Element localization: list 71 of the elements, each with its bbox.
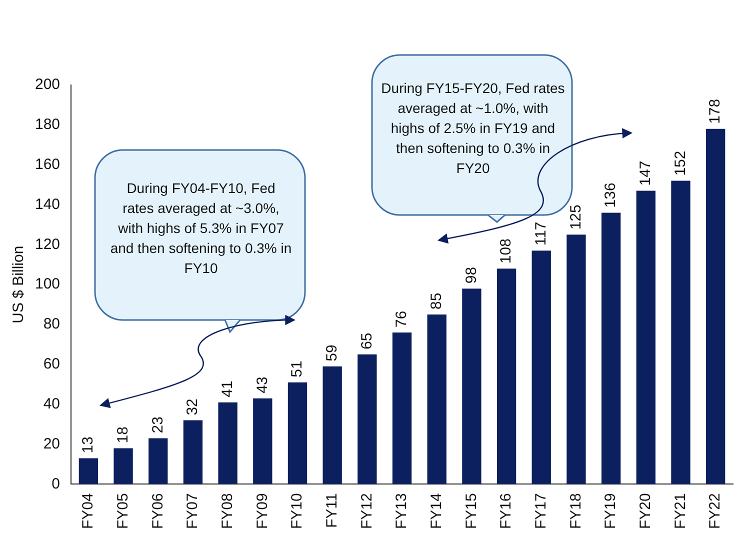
bar xyxy=(392,332,412,484)
data-label: 76 xyxy=(393,310,410,328)
bar xyxy=(496,268,516,484)
data-label: 32 xyxy=(184,398,202,416)
bar xyxy=(636,190,656,484)
data-label: 117 xyxy=(532,222,550,246)
x-tick-label: FY07 xyxy=(184,493,202,530)
y-tick-label: 80 xyxy=(43,316,60,333)
data-label: 18 xyxy=(114,426,132,444)
bar xyxy=(671,180,690,484)
bar xyxy=(218,402,238,484)
bar xyxy=(566,234,586,484)
bar xyxy=(148,438,168,484)
data-label: 136 xyxy=(602,182,620,208)
y-tick-label: 180 xyxy=(34,116,60,134)
annotation: During FY15-FY20, Fed rates averaged at ~1.0%, with highs of 2.5% in FY19 and then softening to 0.3% in FY20 xyxy=(380,79,566,178)
y-tick-label: 120 xyxy=(34,236,60,253)
bar xyxy=(427,314,446,484)
x-tick-label: FY21 xyxy=(672,493,689,530)
x-tick-label: FY18 xyxy=(567,493,584,530)
y-tick-label: 200 xyxy=(34,76,60,94)
y-tick-label: 40 xyxy=(43,395,60,412)
y-tick-label: 60 xyxy=(43,356,60,373)
x-tick-label: FY05 xyxy=(114,493,132,530)
data-label: 41 xyxy=(218,380,236,398)
data-label: 125 xyxy=(567,204,584,230)
x-tick-label: FY19 xyxy=(602,493,620,530)
x-tick-label: FY15 xyxy=(462,493,480,530)
y-tick-label: 20 xyxy=(43,435,60,452)
annotation: During FY04-FY10, Fed rates averaged at ~3.0%, with highs of 5.3% in FY07 and then softening to 0.3% in FY10 xyxy=(110,179,292,278)
y-axis-title: US $ Billion xyxy=(10,246,28,324)
x-tick-label: FY10 xyxy=(288,493,306,530)
bar xyxy=(253,398,272,484)
x-tick-label: FY12 xyxy=(358,493,376,530)
x-tick-label: FY20 xyxy=(637,493,654,530)
bar xyxy=(532,250,551,484)
data-label: 108 xyxy=(498,238,515,264)
y-tick-label: 0 xyxy=(52,475,60,492)
data-label: 152 xyxy=(672,150,689,176)
data-label: 98 xyxy=(462,266,480,284)
bar xyxy=(706,128,726,484)
x-tick-label: FY04 xyxy=(80,493,97,530)
x-tick-label: FY17 xyxy=(532,493,550,530)
y-tick-label: 140 xyxy=(34,196,60,213)
bar xyxy=(183,420,203,484)
x-tick-label: FY22 xyxy=(706,493,724,530)
x-tick-label: FY14 xyxy=(428,493,445,530)
x-tick-label: FY13 xyxy=(393,493,410,530)
x-tick-label: FY06 xyxy=(149,493,166,530)
bar xyxy=(78,458,98,484)
y-tick-label: 100 xyxy=(34,276,60,293)
x-tick-label: FY09 xyxy=(254,493,271,530)
data-label: 51 xyxy=(288,360,306,378)
data-label: 147 xyxy=(637,160,654,186)
data-label: 59 xyxy=(323,344,340,362)
data-label: 178 xyxy=(706,98,724,124)
data-label: 43 xyxy=(254,376,271,394)
data-label: 65 xyxy=(358,332,376,350)
x-tick-label: FY11 xyxy=(323,493,340,528)
bar xyxy=(462,288,482,484)
data-label: 13 xyxy=(80,436,97,454)
bar xyxy=(114,448,133,484)
y-tick-label: 160 xyxy=(34,156,60,173)
data-label: 23 xyxy=(149,416,166,434)
bar xyxy=(288,382,308,484)
bar xyxy=(358,354,377,484)
x-tick-label: FY08 xyxy=(218,493,236,530)
bar xyxy=(601,212,621,484)
x-tick-label: FY16 xyxy=(498,493,515,530)
data-label: 85 xyxy=(428,292,445,310)
bar xyxy=(322,366,342,484)
